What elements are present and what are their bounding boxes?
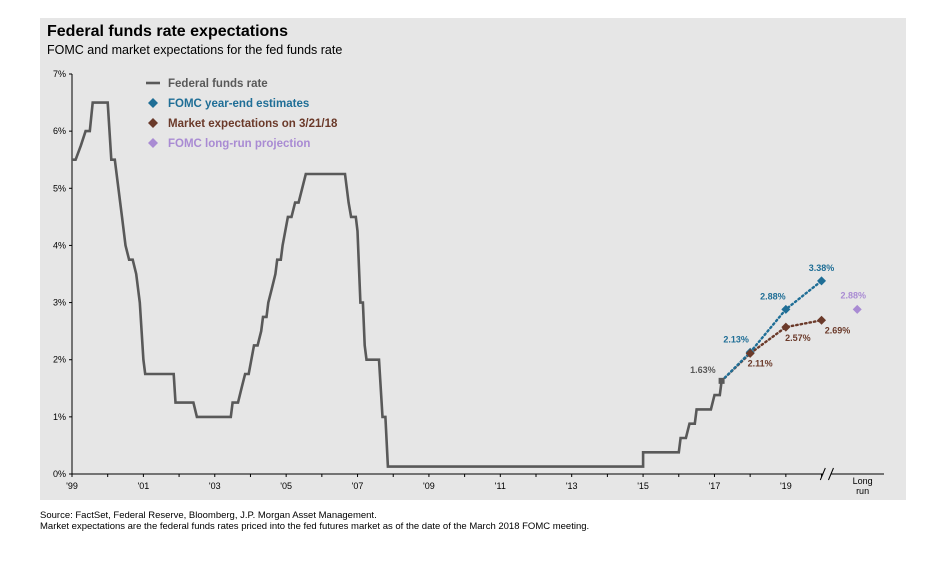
fomc-estimate-point [781,304,791,314]
chart-axes: 0% 1% 2% 3% 4% 5% 6% 7% '99 '01 '03 '05 '07 '09 '11 '13… [53,69,884,496]
chart-panel [40,18,906,500]
x-tick-label: '11 [495,481,506,491]
data-label: 2.88% [840,290,866,300]
market-expectation-point [817,315,827,325]
data-label: 2.13% [723,334,749,344]
legend-diamond-swatch [148,118,158,128]
x-tick-label: '19 [780,481,792,491]
data-label: 2.88% [760,291,786,301]
y-tick-label: 4% [53,240,66,250]
market-expectations-line [720,319,823,383]
y-tick-label: 1% [53,412,66,422]
chart-plot-area: 1.63% 2.13% 2.88% 3.38% 2.11% 2.57% 2.69% 2.88% [72,101,866,468]
y-tick-label: 5% [53,183,66,193]
y-tick-label: 7% [53,69,66,79]
market-expectation-point [781,322,791,332]
axis-break-mark [819,467,826,481]
methodology-note: Market expectations are the federal fund… [40,521,590,532]
data-label: 2.11% [748,358,773,368]
start-point-marker [718,377,725,384]
legend-entry: Market expectations on 3/21/18 [168,118,338,130]
market-expectation-point [745,348,755,358]
data-label: 2.69% [825,325,851,335]
x-tick-label: '13 [566,481,578,491]
x-tick-label: '99 [66,481,78,491]
chart-title: Federal funds rate expectations [47,23,288,40]
fomc-estimates-line [720,279,823,383]
y-tick-label: 0% [53,469,66,479]
long-run-point [852,304,862,314]
x-tick-label: '09 [423,481,435,491]
data-label: 1.63% [690,365,716,375]
x-tick-label-long-run: Long [853,476,873,486]
chart-subtitle: FOMC and market expectations for the fed… [47,43,343,57]
x-tick-label: '05 [280,481,292,491]
y-tick-label: 2% [53,355,66,365]
x-tick-label: '15 [637,481,649,491]
fomc-estimate-point [817,276,827,286]
fed-funds-rate-line [72,101,723,468]
x-tick-label: '07 [352,481,364,491]
legend-entry: Federal funds rate [168,78,268,90]
x-tick-label: '01 [138,481,150,491]
data-label: 3.38% [809,263,835,273]
y-tick-label: 6% [53,126,66,136]
chart-footer: Source: FactSet, Federal Reserve, Bloomb… [40,510,589,532]
legend-entry: FOMC long-run projection [168,138,310,150]
x-tick-label: '03 [209,481,221,491]
legend-diamond-swatch [148,98,158,108]
legend-diamond-swatch [148,138,158,148]
source-note: Source: FactSet, Federal Reserve, Bloomb… [40,510,377,521]
x-tick-label: '17 [709,481,721,491]
x-tick-label-long-run: run [856,486,869,496]
data-label: 2.57% [785,333,811,343]
axis-break-mark [828,467,834,481]
chart-legend: Federal funds rate FOMC year-end estimate… [146,78,338,150]
legend-entry: FOMC year-end estimates [168,98,309,110]
y-tick-label: 3% [53,298,66,308]
